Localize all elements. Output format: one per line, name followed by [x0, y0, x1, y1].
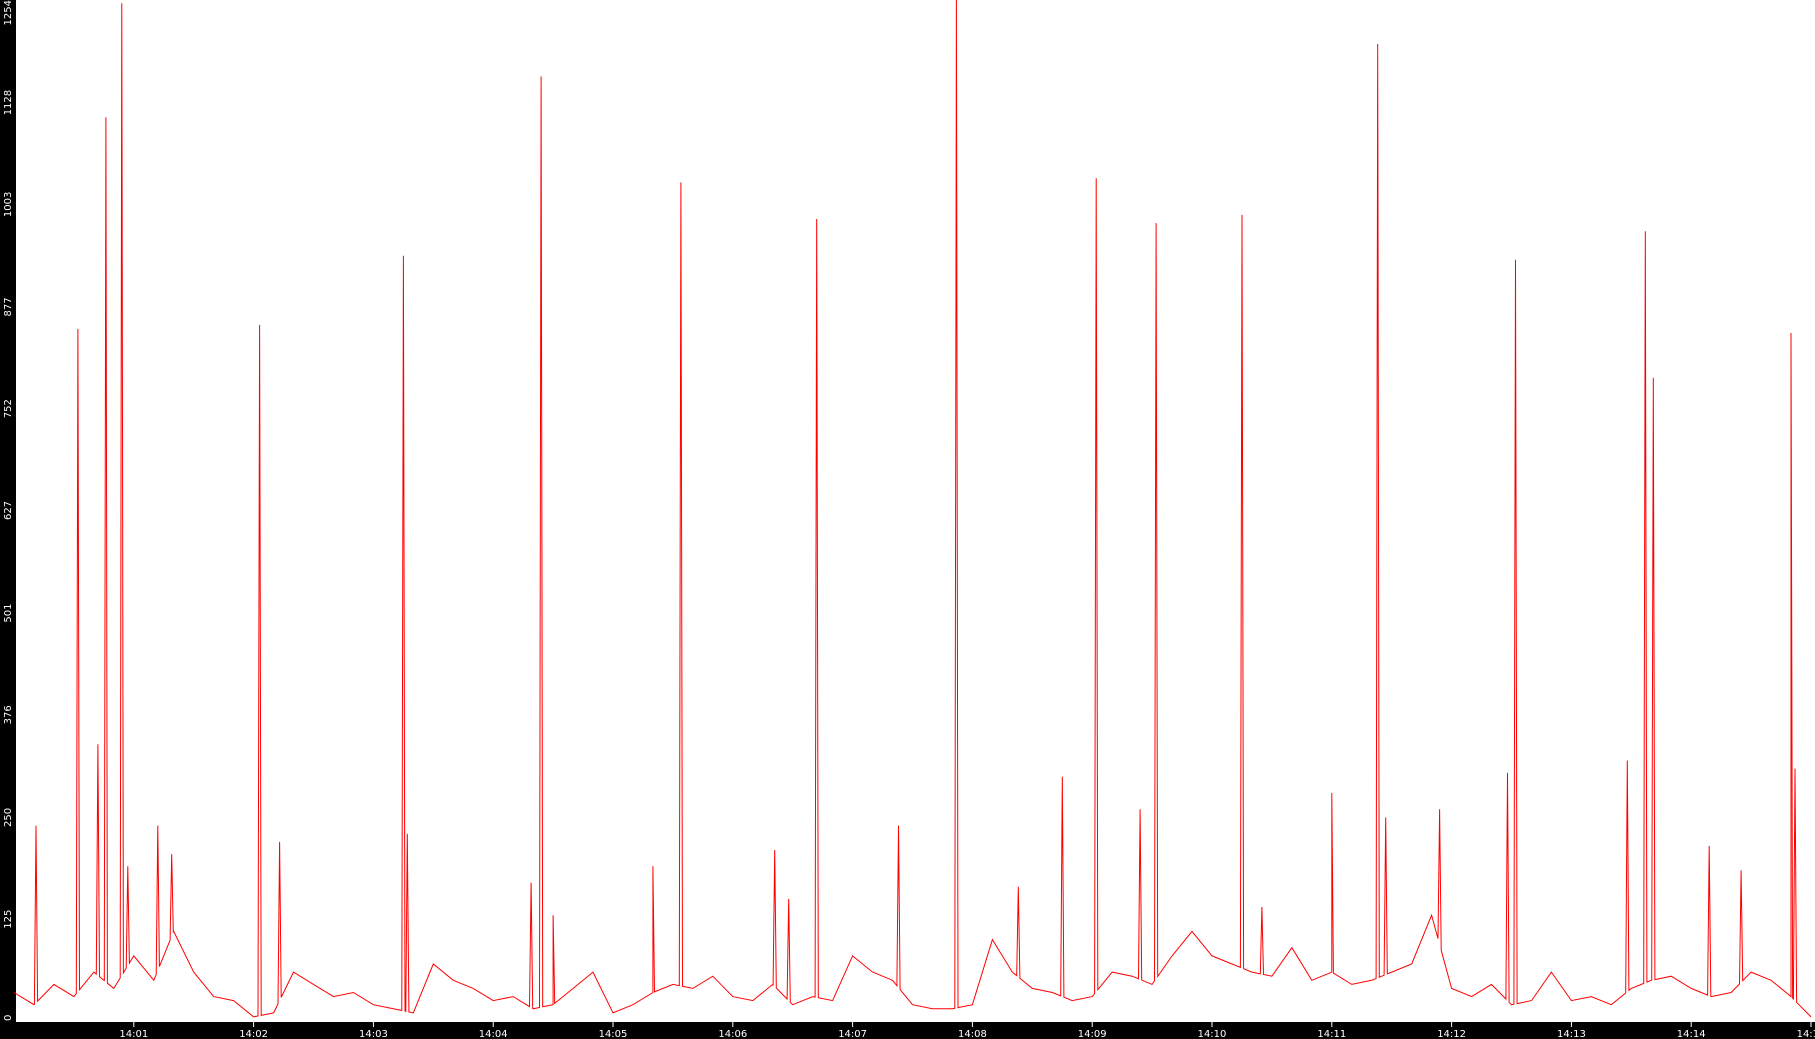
y-tick-label: 752 — [3, 399, 14, 418]
y-tick-label: 501 — [3, 604, 14, 623]
x-axis: 14:01 14:02 14:03 14:04 14:05 14:06 14:07 14:08… — [119, 1022, 1815, 1039]
x-tick-label: 14:10 — [1198, 1029, 1227, 1039]
x-tick-label: 14:03 — [359, 1029, 388, 1039]
y-tick-label: 1254 — [3, 0, 14, 25]
plot-area — [16, 0, 1815, 1022]
y-tick-label: 250 — [3, 808, 14, 827]
x-tick-label: 14:01 — [119, 1029, 148, 1039]
x-tick-label: 14:13 — [1557, 1029, 1586, 1039]
x-tick-label: 14:05 — [599, 1029, 628, 1039]
y-tick-label: 125 — [3, 910, 14, 929]
x-tick-label: 14:06 — [718, 1029, 747, 1039]
x-tick-label: 14:11 — [1317, 1029, 1346, 1039]
x-tick-label: 14:07 — [838, 1029, 867, 1039]
x-tick-label: 14:12 — [1437, 1029, 1466, 1039]
y-tick-label: 1003 — [3, 192, 14, 217]
y-tick-label: 1128 — [3, 90, 14, 115]
x-tick-label: 14:09 — [1078, 1029, 1107, 1039]
y-tick-label: 627 — [3, 501, 14, 520]
x-tick-label: 14:15 — [1797, 1029, 1815, 1039]
x-tick-label: 14:04 — [479, 1029, 508, 1039]
y-tick-label: 0 — [3, 1015, 14, 1021]
y-axis: 0 125 250 376 501 627 752 877 1003 1128 1254 — [3, 0, 14, 1021]
y-tick-label: 877 — [3, 297, 14, 316]
series-line — [13, 0, 1812, 1018]
x-tick-label: 14:02 — [239, 1029, 268, 1039]
y-tick-label: 376 — [3, 705, 14, 724]
x-tick-label: 14:14 — [1677, 1029, 1706, 1039]
x-tick-label: 14:08 — [958, 1029, 987, 1039]
